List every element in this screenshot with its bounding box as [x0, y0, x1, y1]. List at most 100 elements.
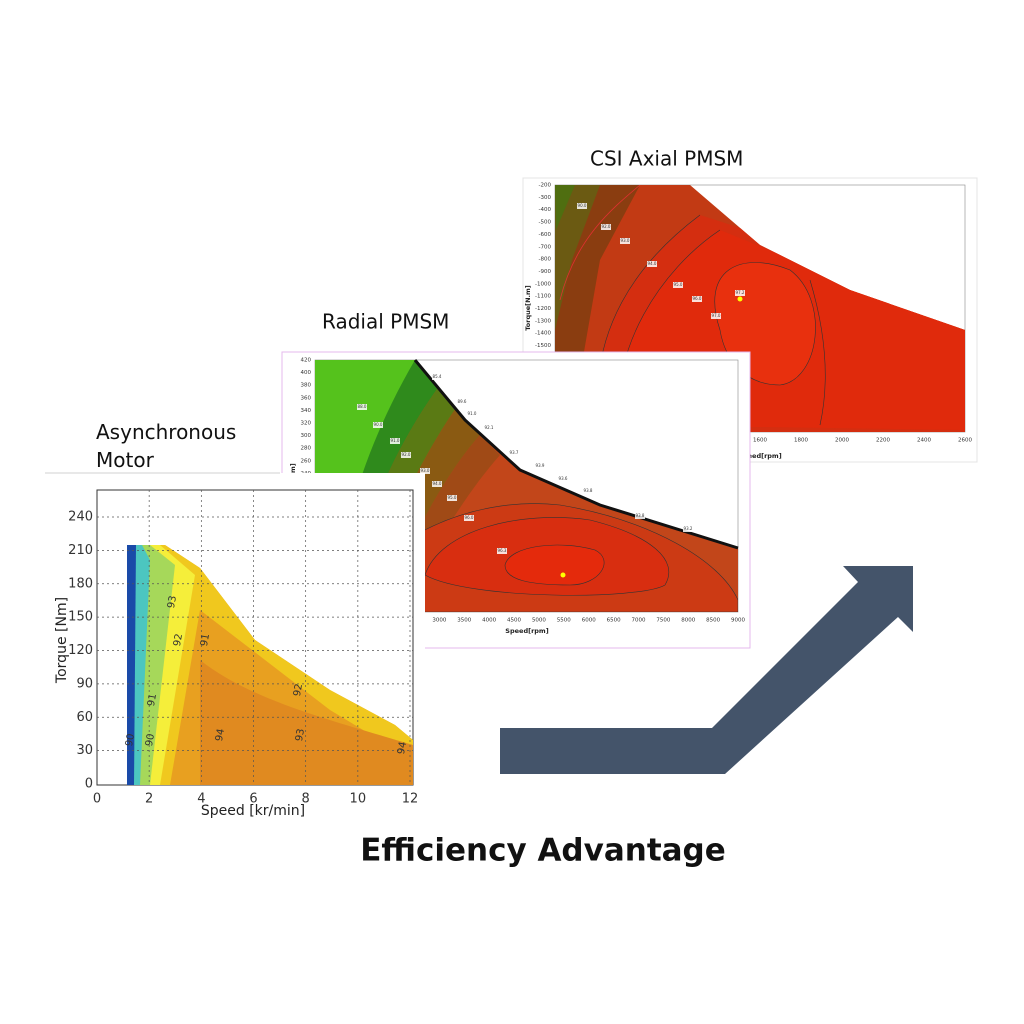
contour-label-box: [464, 515, 474, 521]
y-axis-label: Torque [Nm]: [54, 597, 70, 684]
x-tick-label: 0: [93, 792, 101, 807]
contour-label-box: [401, 452, 411, 458]
contour-label: 94.0: [648, 261, 657, 266]
panel-title: Radial PMSM: [322, 310, 449, 334]
x-tick-label: 3000: [432, 618, 446, 624]
contour-label-box: [711, 313, 721, 319]
x-tick-label: 1600: [753, 438, 767, 444]
contour-label: 93.2: [684, 526, 693, 531]
x-tick-label: 12: [402, 792, 419, 807]
y-tick-label: 400: [301, 370, 312, 376]
contour-label-box: [683, 526, 693, 532]
contour-label: 93.8: [584, 488, 593, 493]
x-tick-label: 6000: [582, 618, 596, 624]
contour-label: 93.7: [510, 450, 519, 455]
x-tick-label: 2200: [876, 438, 890, 444]
contour-label-box: [484, 425, 494, 431]
y-tick-label: 320: [301, 421, 312, 427]
contour-label: 92: [172, 633, 185, 647]
title-line: Motor: [96, 448, 155, 472]
contour-label-box: [432, 374, 442, 380]
contour-label: 89.6: [458, 399, 467, 404]
y-tick-label: 150: [68, 610, 93, 625]
x-tick-label: 7500: [656, 618, 670, 624]
x-tick-label: 6: [249, 792, 257, 807]
main-title: Efficiency Advantage: [360, 833, 726, 869]
y-tick-label: 60: [76, 710, 93, 725]
y-tick-label: 240: [68, 510, 93, 525]
x-tick-label: 5000: [532, 618, 546, 624]
contour-label-box: [535, 463, 545, 469]
y-tick-label: 300: [301, 433, 312, 439]
contour-label-box: [583, 488, 593, 494]
x-tick-label: 4000: [482, 618, 496, 624]
contour-label: 91: [199, 633, 212, 647]
contour-label-box: [620, 238, 630, 244]
contour-label: 93: [166, 595, 179, 609]
y-tick-label: -1300: [535, 318, 551, 324]
y-tick-label: 340: [301, 408, 312, 414]
contour-label: 94: [396, 741, 409, 755]
contour-label: 90.0: [374, 422, 383, 427]
contour-label: 92.0: [602, 224, 611, 229]
contour-label-box: [390, 438, 400, 444]
y-tick-label: 180: [68, 576, 93, 591]
contour-label: 91: [146, 693, 159, 707]
contour-label-box: [509, 450, 519, 456]
contour-label: 93.0: [621, 238, 630, 243]
x-tick-label: 4: [197, 792, 205, 807]
x-tick-label: 3500: [457, 618, 471, 624]
y-tick-label: 210: [68, 543, 93, 558]
y-tick-label: 360: [301, 395, 312, 401]
x-tick-label: 6500: [607, 618, 621, 624]
contour-label: 96.3: [498, 548, 507, 553]
y-tick-label: -1400: [535, 331, 551, 337]
contour-label: 95.0: [448, 495, 457, 500]
y-tick-label: -1200: [535, 306, 551, 312]
y-tick-label: -1100: [535, 294, 551, 300]
contour-label: 90: [124, 733, 137, 747]
contour-label: 85.4: [433, 374, 442, 379]
y-tick-label: -1000: [535, 281, 551, 287]
contour-label: 91.0: [391, 438, 400, 443]
x-tick-label: 8: [302, 792, 310, 807]
contour-label-box: [692, 296, 702, 302]
x-tick-label: 7000: [631, 618, 645, 624]
contour-label-box: [577, 203, 587, 209]
contour-label-box: [497, 548, 507, 554]
x-tick-label: 2600: [958, 438, 972, 444]
contour-label-box: [558, 476, 568, 482]
x-tick-label: 9000: [731, 618, 745, 624]
contour-label: 93: [294, 728, 307, 742]
contour-label: 92.1: [485, 425, 494, 430]
y-tick-label: 420: [301, 358, 312, 364]
x-tick-label: 5500: [557, 618, 571, 624]
contour-label-box: [357, 404, 367, 410]
y-tick-label: -400: [539, 207, 552, 213]
y-axis-label: Torque[N.m]: [524, 285, 532, 331]
contour-label: 90.0: [578, 203, 587, 208]
x-axis-label: Speed [kr/min]: [201, 803, 305, 819]
y-tick-label: 380: [301, 383, 312, 389]
contour-label: 93.0: [421, 468, 430, 473]
x-tick-label: 8000: [681, 618, 695, 624]
y-tick-label: 30: [76, 743, 93, 758]
x-tick-label: 2: [145, 792, 153, 807]
contour-label: 90: [144, 733, 157, 747]
contour-label: 97.2: [736, 290, 745, 295]
contour-label-box: [467, 411, 477, 417]
contour-label-box: [735, 290, 745, 296]
y-tick-label: 280: [301, 446, 312, 452]
x-axis-label: Speed[rpm]: [738, 452, 781, 460]
panel-title: CSI Axial PMSM: [590, 147, 743, 171]
x-tick-label: 2000: [835, 438, 849, 444]
contour-label-box: [432, 481, 442, 487]
y-tick-label: -500: [539, 220, 552, 226]
contour-label-box: [457, 399, 467, 405]
contour-label-box: [635, 513, 645, 519]
x-axis-label: Speed[rpm]: [505, 627, 548, 635]
x-tick-label: 4500: [507, 618, 521, 624]
contour-label: 88.0: [358, 404, 367, 409]
